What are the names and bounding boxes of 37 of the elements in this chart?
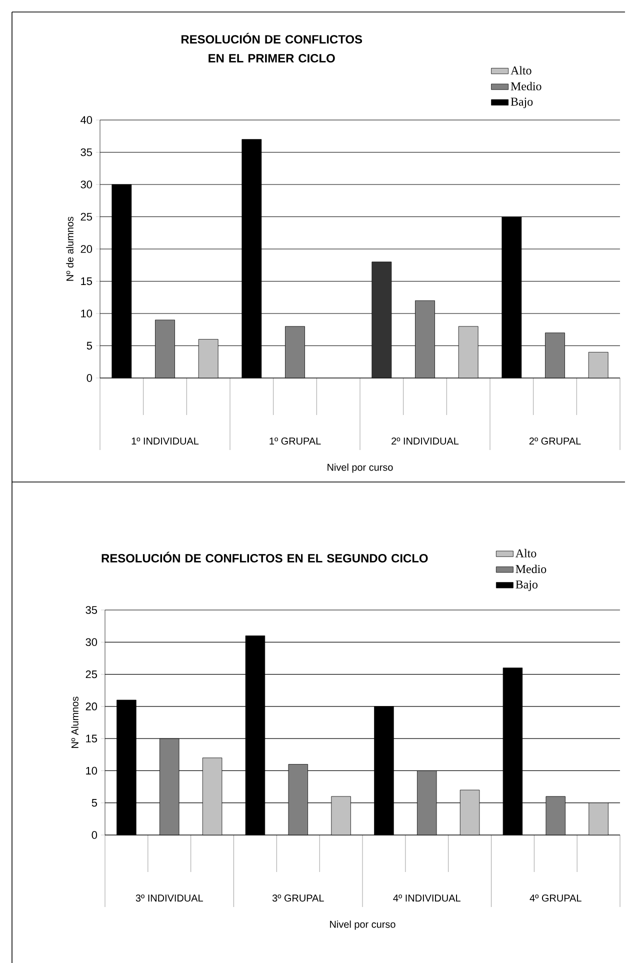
y-tick-label: 25 <box>86 670 98 678</box>
y-axis-title: Nº Alumnos <box>71 696 78 748</box>
legend-label: Medio <box>516 564 546 574</box>
y-tick-label: 15 <box>86 734 98 742</box>
y-tick-label: 20 <box>80 245 92 253</box>
x-tick-label: 2º GRUPAL <box>529 438 581 445</box>
x-axis-title: Nivel por curso <box>330 920 396 930</box>
legend-label: Alto <box>516 548 536 558</box>
y-axis-title: Nº de alumnos <box>66 216 74 281</box>
legend-label: Bajo <box>516 580 538 591</box>
legend-label: Alto <box>510 66 532 75</box>
y-tick-label: 20 <box>86 702 98 710</box>
y-tick-label: 25 <box>80 212 92 221</box>
y-tick-label: 35 <box>80 148 92 156</box>
x-tick-label: 3º GRUPAL <box>272 894 324 902</box>
x-tick-label: 1º INDIVIDUAL <box>132 438 199 445</box>
legend-label: Bajo <box>510 98 533 108</box>
x-tick-label: 4º INDIVIDUAL <box>393 894 460 902</box>
y-tick-label: 30 <box>86 638 98 646</box>
y-tick-label: 30 <box>80 180 92 188</box>
legend-label: Medio <box>510 82 542 90</box>
x-tick-label: 2º INDIVIDUAL <box>392 438 459 445</box>
y-tick-label: 0 <box>86 374 92 382</box>
y-tick-label: 5 <box>92 799 98 807</box>
y-tick-label: 10 <box>81 310 92 318</box>
x-tick-label: 1º GRUPAL <box>270 438 321 445</box>
y-tick-label: 10 <box>86 766 98 775</box>
y-tick-label: 15 <box>81 277 92 286</box>
x-tick-label: 4º GRUPAL <box>530 894 582 902</box>
chart-title: RESOLUCIÓN DE CONFLICTOS EN EL PRIMER CICLO <box>182 32 362 62</box>
y-tick-label: 35 <box>86 606 98 614</box>
y-tick-label: 0 <box>92 831 98 839</box>
x-axis-title: Nivel por curso <box>328 464 393 473</box>
y-tick-label: 5 <box>86 342 92 350</box>
y-tick-label: 40 <box>80 116 92 124</box>
chart-title: RESOLUCIÓN DE CONFLICTOS EN EL SEGUNDO CICLO <box>102 552 428 562</box>
x-tick-label: 3º INDIVIDUAL <box>136 894 203 902</box>
